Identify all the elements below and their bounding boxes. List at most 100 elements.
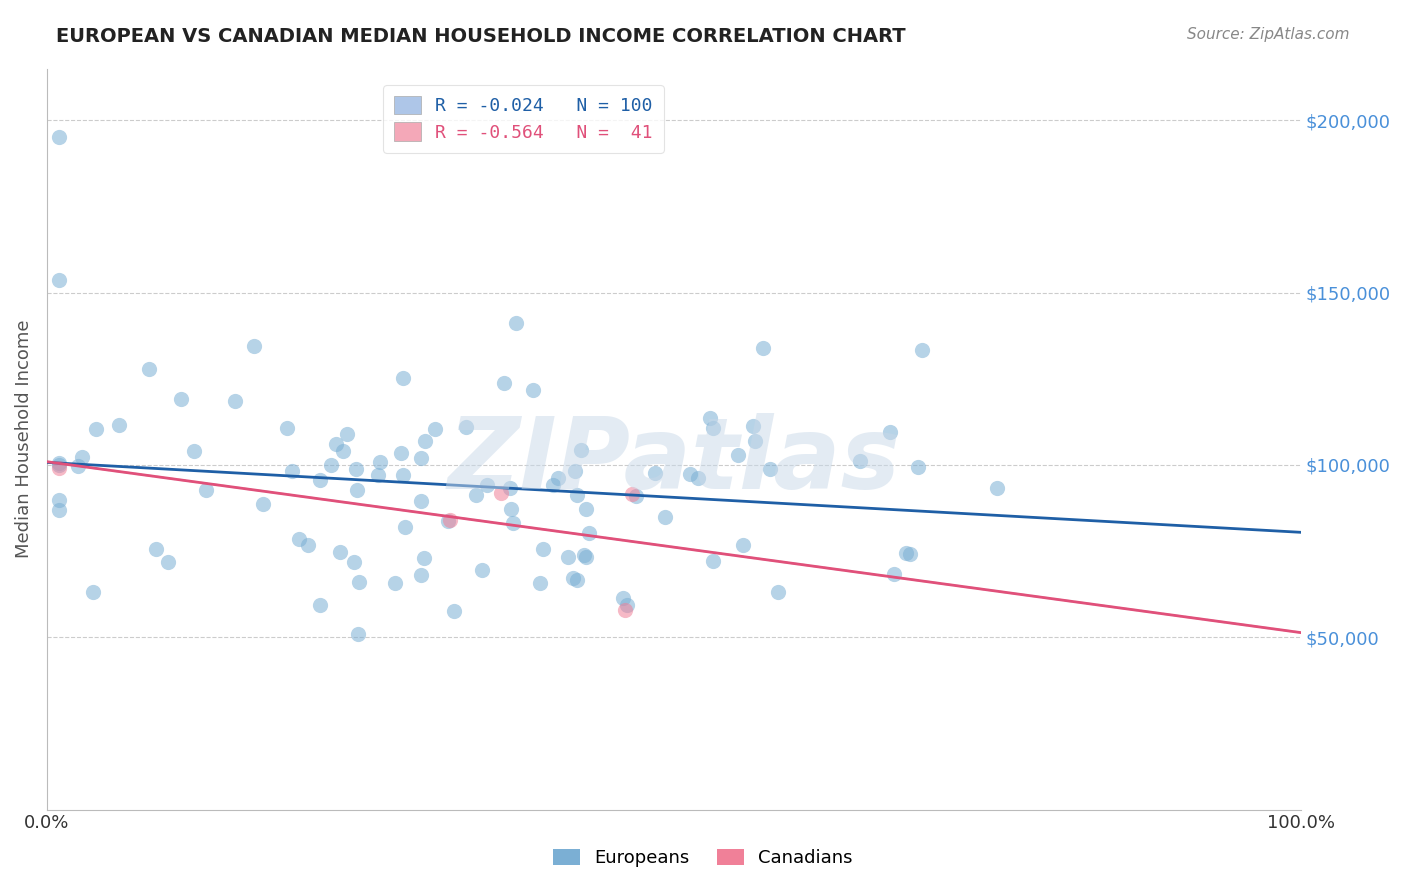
Point: [389, 445, 412, 459]
Point: [759, 462, 782, 476]
Point: [384, 575, 406, 590]
Point: [613, 603, 636, 617]
Point: [84, 422, 107, 436]
Point: [309, 473, 332, 487]
Point: [522, 384, 544, 398]
Point: [910, 343, 932, 357]
Point: [465, 488, 488, 502]
Legend: Europeans, Canadians: Europeans, Canadians: [546, 841, 860, 874]
Point: [344, 461, 367, 475]
Point: [70, 450, 93, 464]
Point: [883, 566, 905, 581]
Point: [686, 470, 709, 484]
Point: [564, 464, 586, 478]
Point: [907, 459, 929, 474]
Point: [346, 483, 368, 498]
Point: [742, 419, 765, 434]
Point: [894, 546, 917, 560]
Point: [471, 563, 494, 577]
Point: [443, 604, 465, 618]
Point: [505, 317, 527, 331]
Y-axis label: Median Household Income: Median Household Income: [15, 319, 32, 558]
Point: [332, 444, 354, 458]
Point: [108, 417, 131, 432]
Point: [319, 458, 342, 472]
Point: [411, 450, 433, 465]
Point: [678, 467, 700, 481]
Point: [541, 478, 564, 492]
Point: [494, 376, 516, 390]
Point: [368, 455, 391, 469]
Point: [575, 501, 598, 516]
Point: [898, 547, 921, 561]
Point: [565, 488, 588, 502]
Point: [243, 339, 266, 353]
Point: [276, 421, 298, 435]
Point: [557, 549, 579, 564]
Point: [297, 538, 319, 552]
Point: [343, 555, 366, 569]
Point: [138, 362, 160, 376]
Point: [578, 525, 600, 540]
Point: [336, 427, 359, 442]
Point: [574, 550, 596, 565]
Point: [702, 554, 724, 568]
Point: [731, 538, 754, 552]
Point: [347, 626, 370, 640]
Point: [48, 461, 70, 475]
Point: [533, 541, 555, 556]
Point: [412, 550, 434, 565]
Point: [439, 513, 461, 527]
Point: [48, 273, 70, 287]
Point: [411, 568, 433, 582]
Point: [529, 575, 551, 590]
Point: [502, 516, 524, 531]
Point: [82, 585, 104, 599]
Point: [195, 483, 218, 497]
Point: [48, 456, 70, 470]
Legend: R = -0.024   N = 100, R = -0.564   N =  41: R = -0.024 N = 100, R = -0.564 N = 41: [382, 85, 664, 153]
Point: [436, 514, 458, 528]
Point: [561, 571, 583, 585]
Point: [48, 130, 70, 145]
Point: [411, 494, 433, 508]
Point: [612, 591, 634, 605]
Point: [48, 503, 70, 517]
Point: [183, 444, 205, 458]
Point: [621, 487, 644, 501]
Point: [413, 434, 436, 449]
Point: [66, 459, 89, 474]
Point: [394, 519, 416, 533]
Point: [325, 436, 347, 450]
Point: [423, 422, 446, 436]
Point: [392, 371, 415, 385]
Point: [574, 548, 596, 562]
Text: ZIPatlas: ZIPatlas: [447, 413, 900, 509]
Point: [624, 489, 647, 503]
Point: [501, 502, 523, 516]
Point: [849, 454, 872, 468]
Point: [157, 555, 180, 569]
Point: [702, 421, 724, 435]
Point: [766, 584, 789, 599]
Point: [727, 448, 749, 462]
Point: [879, 425, 901, 440]
Point: [567, 573, 589, 587]
Point: [616, 598, 638, 612]
Point: [329, 545, 352, 559]
Point: [145, 541, 167, 556]
Point: [644, 466, 666, 480]
Point: [477, 477, 499, 491]
Point: [654, 509, 676, 524]
Point: [699, 410, 721, 425]
Point: [48, 493, 70, 508]
Point: [547, 471, 569, 485]
Text: Source: ZipAtlas.com: Source: ZipAtlas.com: [1187, 27, 1350, 42]
Point: [281, 465, 304, 479]
Point: [48, 458, 70, 472]
Point: [744, 434, 766, 449]
Point: [986, 481, 1008, 495]
Point: [224, 393, 246, 408]
Point: [308, 599, 330, 613]
Point: [169, 392, 191, 406]
